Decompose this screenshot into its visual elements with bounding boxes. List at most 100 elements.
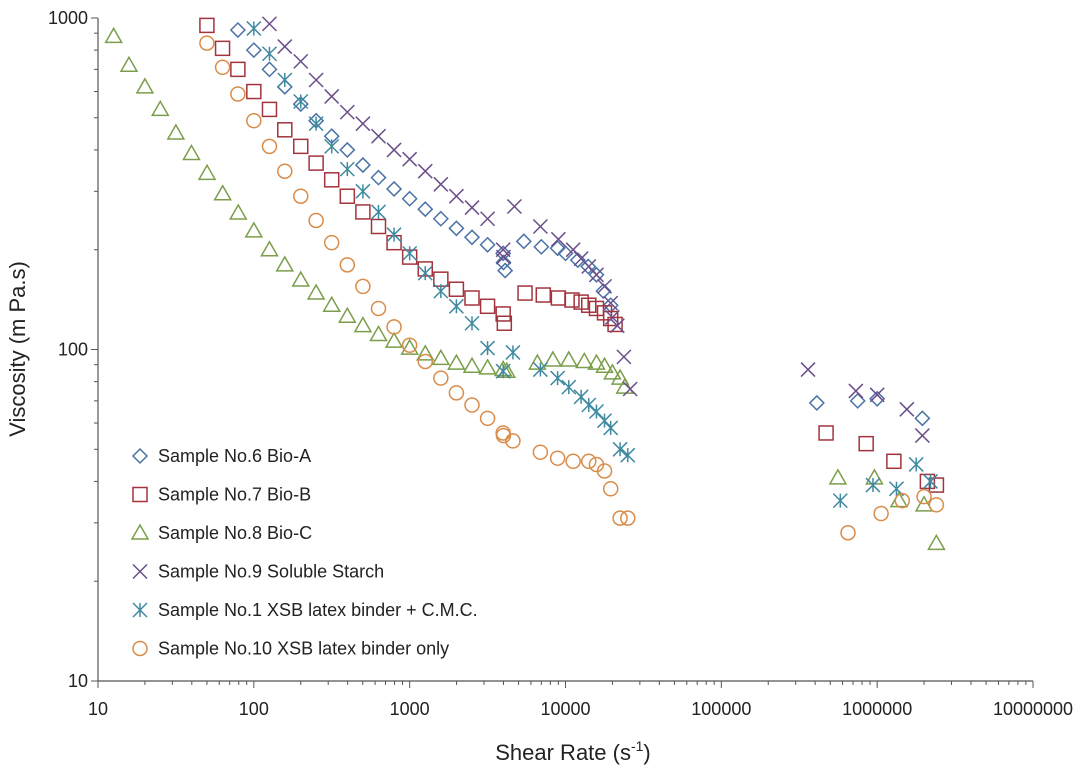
data-point — [369, 324, 388, 342]
series-2 — [199, 17, 945, 493]
data-point — [869, 387, 885, 403]
data-point — [306, 283, 326, 300]
data-point — [464, 290, 480, 306]
data-point — [609, 318, 625, 334]
data-point — [602, 310, 619, 327]
legend-label: Sample No.7 Bio-B — [158, 485, 311, 505]
data-point — [401, 190, 418, 207]
data-point — [229, 21, 246, 39]
data-point — [914, 495, 934, 512]
data-point — [899, 401, 915, 417]
data-point — [324, 88, 340, 104]
y-axis-title-group: Viscosity (m Pa.s) — [5, 261, 30, 437]
data-point — [370, 218, 387, 235]
data-point — [535, 287, 552, 303]
series-6 — [199, 35, 945, 541]
data-point — [828, 468, 848, 485]
legend-label: Sample No.1 XSB latex binder + C.M.C. — [158, 600, 478, 620]
data-point — [596, 278, 613, 294]
data-point — [339, 161, 355, 177]
series-3 — [104, 26, 946, 551]
data-point — [464, 200, 480, 216]
data-point — [447, 353, 466, 370]
data-point — [580, 258, 597, 275]
data-point — [506, 198, 522, 215]
data-point — [550, 231, 566, 247]
data-point — [277, 72, 293, 88]
data-point — [596, 463, 613, 479]
data-point — [308, 212, 324, 229]
data-point — [497, 262, 514, 279]
data-point — [370, 169, 387, 186]
data-point — [104, 26, 123, 44]
data-point — [840, 525, 856, 541]
data-point — [463, 229, 481, 246]
data-point — [293, 93, 309, 110]
data-point — [291, 270, 311, 287]
y-tick-label: 10 — [68, 671, 88, 691]
data-point — [565, 453, 581, 470]
data-point — [400, 338, 419, 355]
data-point — [339, 188, 356, 204]
data-point — [370, 204, 387, 220]
data-point — [448, 298, 464, 314]
data-point — [261, 138, 278, 155]
data-point — [323, 172, 340, 188]
data-point — [197, 163, 217, 181]
data-point — [858, 435, 874, 452]
data-point — [517, 285, 533, 301]
x-tick-label: 10000000 — [993, 699, 1073, 719]
data-point — [479, 410, 496, 427]
data-point — [615, 377, 635, 394]
data-point — [595, 356, 614, 374]
data-point — [533, 238, 550, 255]
data-point — [464, 397, 480, 413]
data-point — [919, 473, 936, 490]
x-axis-title: Shear Rate (s-1) — [495, 738, 651, 765]
data-point — [495, 363, 511, 379]
data-point — [495, 242, 511, 258]
data-point — [464, 315, 480, 331]
data-point — [622, 381, 638, 397]
data-point — [417, 201, 434, 218]
data-point — [574, 351, 594, 369]
data-point — [135, 77, 155, 94]
data-point — [433, 283, 449, 299]
data-point — [480, 211, 496, 227]
data-point — [230, 61, 246, 78]
data-point — [559, 350, 579, 367]
data-point — [922, 473, 939, 489]
data-point — [581, 453, 597, 470]
data-point — [275, 255, 295, 272]
data-point — [478, 358, 497, 375]
data-point — [433, 176, 449, 192]
series-5 — [246, 20, 939, 509]
legend-marker — [130, 523, 150, 540]
data-point — [564, 292, 580, 308]
data-point — [322, 295, 341, 312]
data-point — [886, 453, 902, 470]
data-point — [916, 488, 932, 505]
data-point — [182, 144, 201, 161]
data-point — [532, 218, 548, 235]
data-point — [261, 16, 278, 32]
data-point — [384, 331, 404, 348]
data-point — [261, 46, 278, 62]
data-point — [620, 447, 636, 463]
data-point — [479, 236, 496, 253]
data-point — [308, 155, 324, 171]
data-point — [620, 510, 636, 526]
data-point — [479, 298, 496, 315]
data-point — [928, 477, 945, 493]
data-point — [214, 40, 231, 57]
data-point — [587, 353, 606, 370]
x-tick-label: 100 — [239, 699, 269, 719]
data-point — [505, 433, 521, 449]
data-point — [230, 86, 246, 102]
legend-label: Sample No.6 Bio-A — [158, 446, 311, 466]
data-point — [432, 210, 449, 227]
data-point — [543, 350, 563, 367]
x-tick-label: 1000000 — [842, 699, 912, 719]
data-point — [308, 72, 324, 88]
data-point — [355, 183, 371, 199]
